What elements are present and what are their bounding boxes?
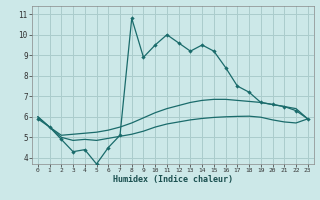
X-axis label: Humidex (Indice chaleur): Humidex (Indice chaleur) (113, 175, 233, 184)
